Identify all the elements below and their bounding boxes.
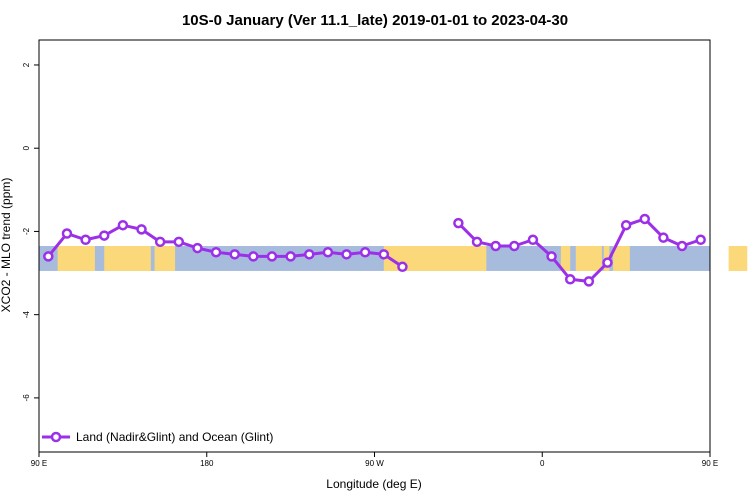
land-patch	[57, 246, 95, 271]
x-tick-label: 90 W	[365, 459, 384, 468]
data-point	[602, 257, 613, 268]
data-point	[471, 236, 483, 248]
y-axis: 2 0 -2 -4 -6	[22, 62, 39, 401]
y-tick-label: 0	[22, 145, 31, 150]
data-point	[583, 276, 595, 287]
data-point	[266, 251, 278, 262]
legend-marker-swatch	[50, 431, 62, 443]
y-tick-label: -2	[22, 227, 31, 235]
data-point	[341, 249, 352, 260]
data-point	[210, 246, 222, 258]
data-point	[490, 240, 501, 252]
data-point	[192, 242, 203, 254]
y-tick-label: -4	[22, 311, 31, 319]
data-point	[527, 234, 539, 246]
data-point	[61, 228, 73, 239]
x-tick-label: 180	[200, 459, 214, 468]
land-patch	[560, 246, 571, 271]
data-point	[285, 251, 296, 262]
data-point	[322, 246, 334, 258]
y-tick-label: -6	[22, 394, 31, 402]
data-point	[378, 249, 390, 260]
data-point	[80, 234, 91, 246]
legend-label: Land (Nadir&Glint) and Ocean (Glint)	[76, 430, 273, 444]
x-axis-label: Longitude (deg E)	[326, 477, 421, 491]
x-tick-label: 90 E	[702, 459, 718, 468]
land-ocean-band	[39, 246, 748, 271]
x-tick-label: 0	[540, 459, 545, 468]
y-tick-label: 2	[22, 62, 31, 67]
land-patch	[575, 246, 602, 271]
y-axis-label: XCO2 - MLO trend (ppm)	[0, 178, 13, 313]
data-point	[304, 249, 315, 260]
data-point	[695, 234, 706, 246]
data-point	[639, 213, 651, 225]
data-point	[676, 240, 688, 252]
chart-title: 10S-0 January (Ver 11.1_late) 2019-01-01…	[182, 12, 568, 29]
data-point	[229, 249, 240, 260]
data-point	[173, 236, 185, 248]
land-patch	[154, 246, 176, 271]
data-point	[546, 251, 557, 262]
data-point	[564, 274, 576, 285]
data-point	[98, 230, 110, 241]
series-layer	[43, 213, 706, 287]
data-point	[453, 217, 464, 229]
legend: Land (Nadir&Glint) and Ocean (Glint)	[42, 430, 273, 444]
x-tick-label: 90 E	[31, 459, 47, 468]
data-point	[43, 251, 54, 262]
data-point	[620, 219, 632, 231]
data-point	[509, 240, 520, 252]
land-patch	[728, 246, 748, 271]
land-patch	[613, 246, 630, 271]
data-point	[248, 251, 259, 262]
data-point	[658, 232, 669, 243]
data-point	[154, 236, 166, 248]
data-point	[136, 224, 147, 235]
x-axis: 90 E 180 90 W 0 90 E	[31, 452, 718, 468]
data-point	[359, 246, 371, 258]
land-patch	[104, 246, 151, 271]
data-point	[397, 261, 408, 273]
data-point	[117, 219, 129, 231]
